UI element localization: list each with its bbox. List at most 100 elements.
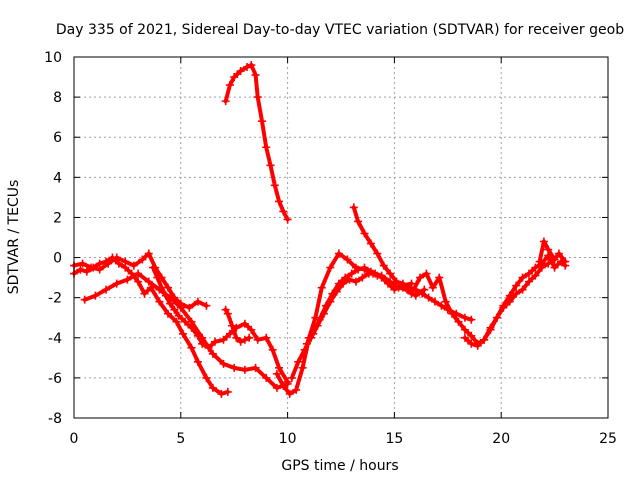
data-point — [561, 257, 570, 266]
data-point — [149, 263, 158, 272]
data-point — [170, 305, 179, 314]
data-point — [292, 385, 301, 394]
data-point — [166, 299, 175, 308]
data-point — [272, 383, 281, 392]
series-trace — [462, 253, 568, 348]
data-point — [187, 343, 196, 352]
series-trace — [223, 63, 290, 222]
data-point — [424, 293, 433, 302]
data-point — [430, 297, 439, 306]
data-point — [518, 273, 527, 282]
data-point — [236, 337, 245, 346]
data-point — [112, 253, 121, 262]
data-point — [554, 249, 563, 258]
series-trace — [82, 271, 290, 390]
data-point — [377, 273, 386, 282]
data-point — [358, 273, 367, 282]
data-point — [140, 289, 149, 298]
series-arc-3 — [80, 269, 292, 392]
data-point — [486, 325, 495, 334]
chart-title: Day 335 of 2021, Sidereal Day-to-day VTE… — [56, 22, 624, 38]
data-point — [247, 325, 256, 334]
data-point — [285, 389, 294, 398]
data-point — [550, 263, 559, 272]
data-point — [294, 357, 303, 366]
data-point — [181, 317, 190, 326]
data-point — [176, 303, 185, 312]
data-point — [317, 283, 326, 292]
data-point — [524, 269, 533, 278]
data-point — [302, 339, 311, 348]
data-point — [112, 279, 121, 288]
data-point — [322, 301, 331, 310]
data-point — [390, 285, 399, 294]
data-point — [223, 387, 232, 396]
data-point — [283, 215, 292, 224]
series-arc-4 — [149, 263, 292, 386]
data-point — [123, 275, 132, 284]
data-point — [219, 359, 228, 368]
data-point — [161, 291, 170, 300]
data-point — [245, 333, 254, 342]
data-point — [420, 285, 429, 294]
data-point — [157, 283, 166, 292]
data-point — [379, 261, 388, 270]
data-point — [518, 285, 527, 294]
series-arc-5 — [221, 61, 292, 224]
series-arc-10 — [349, 203, 476, 324]
data-point — [531, 271, 540, 280]
series-layer — [70, 61, 570, 398]
data-point — [349, 203, 358, 212]
data-point — [76, 265, 85, 274]
data-point — [309, 329, 318, 338]
data-point — [360, 263, 369, 272]
y-tick-label: -8 — [48, 411, 62, 427]
data-point — [262, 143, 271, 152]
data-point — [351, 277, 360, 286]
data-point — [266, 161, 275, 170]
data-point — [460, 325, 469, 334]
data-point — [366, 267, 375, 276]
data-point — [383, 279, 392, 288]
series-arc-1 — [70, 253, 232, 398]
data-point — [287, 373, 296, 382]
data-point — [172, 317, 181, 326]
data-point — [129, 261, 138, 270]
data-point — [247, 61, 256, 70]
data-point — [114, 259, 123, 268]
data-point — [163, 309, 172, 318]
data-point — [473, 341, 482, 350]
data-point — [262, 373, 271, 382]
data-point — [253, 335, 262, 344]
data-point — [153, 273, 162, 282]
data-point — [550, 255, 559, 264]
series-arc-6 — [221, 305, 254, 346]
data-point — [499, 301, 508, 310]
data-point — [373, 271, 382, 280]
data-point — [144, 249, 153, 258]
series-trace — [351, 205, 474, 322]
data-point — [121, 257, 130, 266]
data-point — [221, 305, 230, 314]
data-point — [134, 277, 143, 286]
data-point — [279, 207, 288, 216]
data-point — [82, 267, 91, 276]
data-point — [221, 97, 230, 106]
data-point — [144, 277, 153, 286]
data-point — [268, 345, 277, 354]
data-point — [298, 363, 307, 372]
data-point — [435, 273, 444, 282]
y-tick-label: -4 — [48, 331, 62, 347]
series-arc-7 — [272, 249, 429, 398]
data-point — [155, 297, 164, 306]
data-point — [422, 269, 431, 278]
data-point — [80, 295, 89, 304]
data-point — [208, 383, 217, 392]
data-point — [240, 365, 249, 374]
data-point — [326, 263, 335, 272]
y-tick-label: -6 — [48, 371, 62, 387]
data-point — [91, 291, 100, 300]
series-arc-2 — [70, 249, 211, 312]
data-point — [416, 273, 425, 282]
data-point — [134, 269, 143, 278]
